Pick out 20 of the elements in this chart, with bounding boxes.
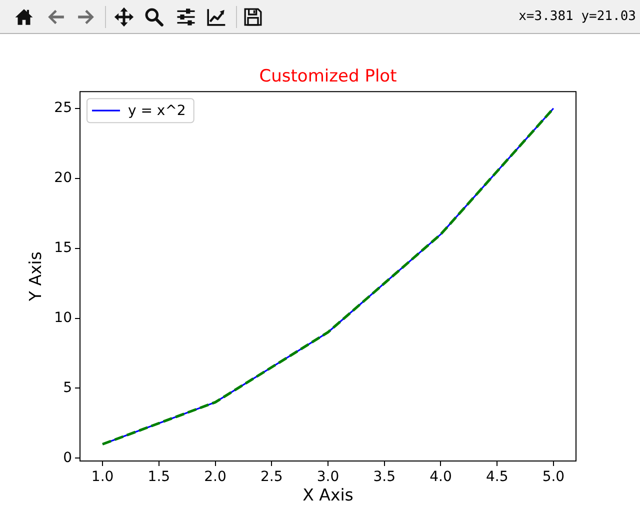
y-tick-label: 10 xyxy=(54,310,72,326)
x-tick-label: 3.5 xyxy=(373,469,396,486)
x-tick-label: 1.0 xyxy=(91,469,114,486)
y-tick-label: 0 xyxy=(63,450,72,466)
x-tick-label: 2.0 xyxy=(204,469,226,486)
y-tick-label: 20 xyxy=(54,170,72,186)
y-axis-title: Y Axis xyxy=(26,252,46,302)
x-tick-label: 2.5 xyxy=(260,469,283,486)
legend-label: y = x^2 xyxy=(128,103,186,120)
x-tick-label: 4.0 xyxy=(430,469,452,486)
y-tick-label: 25 xyxy=(54,100,72,116)
x-axis-title: X Axis xyxy=(302,485,354,504)
x-tick-label: 4.5 xyxy=(486,469,508,486)
text: x=3.381 y=21.03 xyxy=(518,9,636,25)
x-tick-label: 3.0 xyxy=(316,469,340,486)
y-tick-label: 5 xyxy=(63,380,72,396)
chart-title: Customized Plot xyxy=(259,66,398,87)
x-tick-label: 5.0 xyxy=(542,469,565,486)
x-tick-label: 1.5 xyxy=(148,469,170,486)
y-tick-label: 15 xyxy=(54,240,72,256)
